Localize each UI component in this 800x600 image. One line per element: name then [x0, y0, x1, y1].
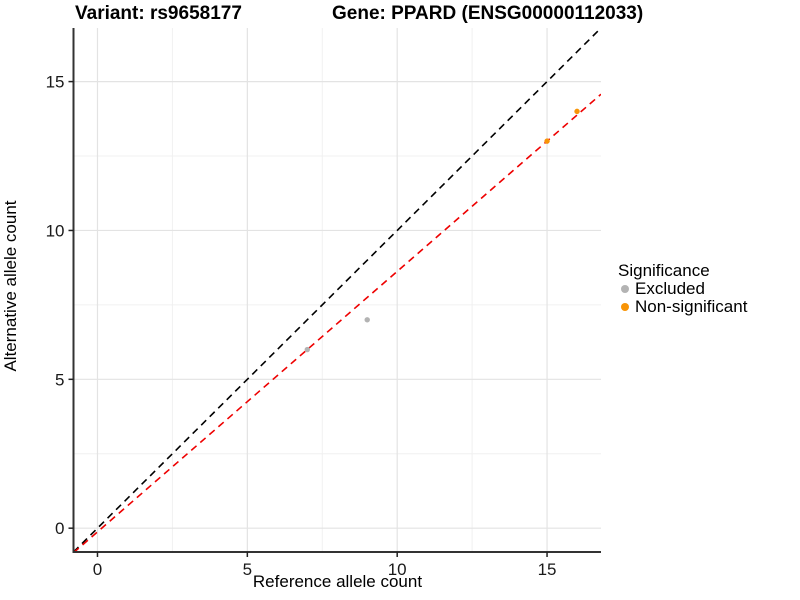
y-tick-label: 10	[46, 221, 65, 240]
data-point-excluded	[304, 346, 310, 353]
y-tick-label: 15	[46, 73, 65, 92]
y-axis-title: Alternative allele count	[1, 200, 20, 372]
legend-label-excluded: Excluded	[635, 279, 705, 298]
legend-title: Significance	[618, 261, 710, 280]
fit-line	[73, 93, 601, 552]
x-tick-label: 15	[538, 560, 557, 579]
identity-line	[73, 28, 601, 552]
y-tick-label: 5	[55, 370, 64, 389]
legend-item-non-significant: Non-significant	[612, 298, 747, 316]
x-axis-title: Reference allele count	[252, 572, 423, 591]
x-tick-label: 0	[93, 560, 102, 579]
data-point-non-significant	[544, 138, 550, 144]
non-significant-dot-icon	[621, 303, 629, 311]
legend-item-excluded: Excluded	[612, 280, 747, 298]
y-tick-label: 0	[55, 519, 64, 538]
data-point-non-significant	[574, 108, 580, 115]
x-tick-label: 5	[243, 560, 252, 579]
x-tick-label: 10	[388, 560, 407, 579]
legend-label-non-significant: Non-significant	[635, 297, 748, 316]
data-point-excluded	[364, 317, 370, 323]
variant-title: Variant: rs9658177	[75, 3, 242, 24]
excluded-dot-icon	[621, 285, 629, 293]
gene-title: Gene: PPARD (ENSG00000112033)	[332, 3, 644, 24]
legend: Significance Excluded Non-significant	[612, 261, 747, 316]
